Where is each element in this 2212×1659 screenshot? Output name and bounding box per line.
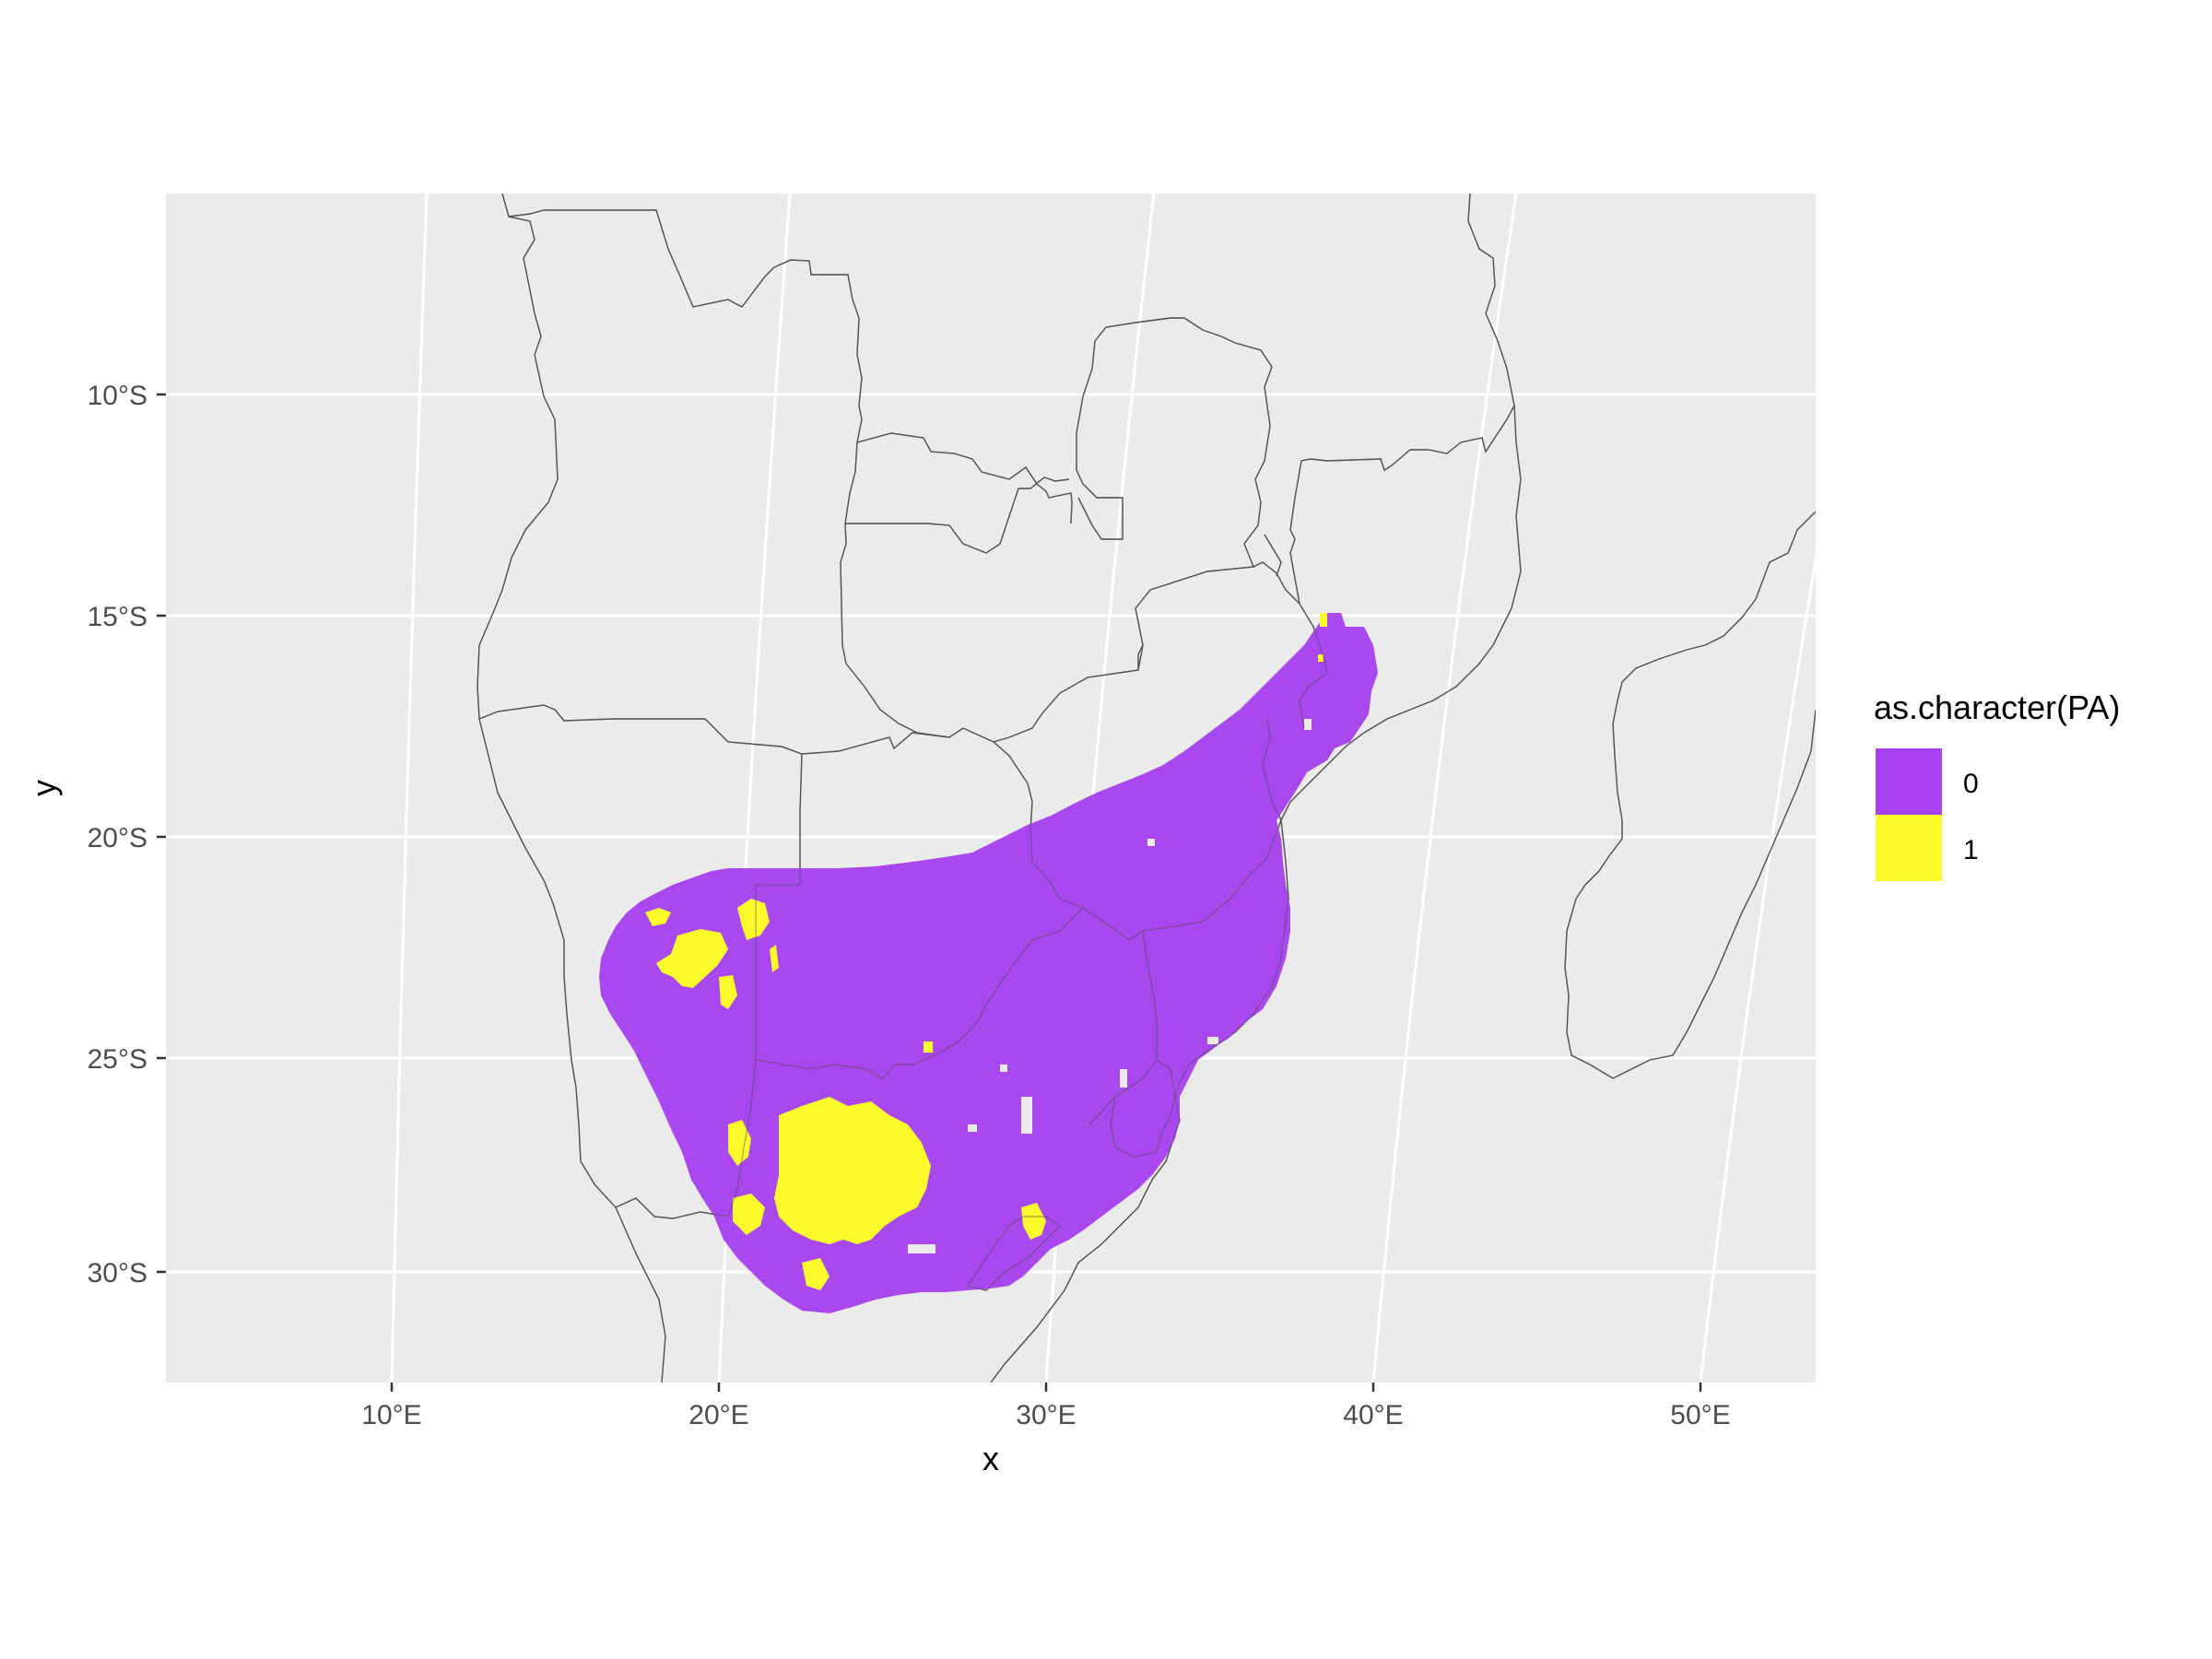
presence-patch [733, 1194, 765, 1235]
legend-label-0: 0 [1963, 769, 1979, 799]
raster-gap [1147, 839, 1155, 846]
presence-patch [737, 899, 770, 940]
raster-gap [1021, 1097, 1032, 1134]
y-tick-label: 20°S [88, 823, 147, 853]
raster-gap [1000, 1065, 1007, 1072]
presence-patch [656, 929, 728, 988]
y-tick-label: 25°S [88, 1044, 147, 1075]
y-tick-label: 15°S [88, 602, 147, 632]
legend-title: as.character(PA) [1874, 688, 2120, 726]
raster-gap [1207, 1037, 1218, 1044]
legend-key-0 [1876, 748, 1942, 815]
presence-patch [1318, 654, 1324, 662]
raster-gap [968, 1124, 977, 1132]
presence-patch [1021, 1203, 1046, 1240]
legend-key-1 [1876, 815, 1942, 881]
legend-label-1: 1 [1963, 835, 1979, 865]
y-axis-ticks [157, 393, 166, 1274]
presence-patch [728, 1120, 751, 1166]
y-tick-label: 30°S [88, 1258, 147, 1288]
country-borders-overlay [477, 194, 1816, 1382]
raster-gap [908, 1244, 935, 1253]
presence-absence-raster [477, 194, 1816, 1382]
presence-patch [802, 1258, 830, 1290]
legend: as.character(PA) 0 1 [1874, 688, 2120, 881]
y-tick-label: 10°S [88, 381, 147, 411]
x-axis-ticks [390, 1382, 1702, 1392]
x-axis-title: x [982, 1440, 999, 1477]
x-tick-label: 20°E [688, 1400, 748, 1430]
presence-patch [770, 945, 779, 972]
presence-patch [924, 1041, 933, 1053]
presence-patch [774, 1097, 931, 1244]
raster-gap [1304, 719, 1312, 730]
x-tick-label: 30°E [1016, 1400, 1076, 1430]
y-axis-title: y [25, 780, 63, 796]
presence-patch [1320, 613, 1327, 627]
x-tick-label: 40°E [1343, 1400, 1403, 1430]
raster-gap [1120, 1069, 1127, 1088]
x-tick-label: 50°E [1670, 1400, 1730, 1430]
presence-patch [719, 975, 737, 1009]
x-tick-label: 10°E [361, 1400, 421, 1430]
presence-patch [645, 908, 671, 926]
